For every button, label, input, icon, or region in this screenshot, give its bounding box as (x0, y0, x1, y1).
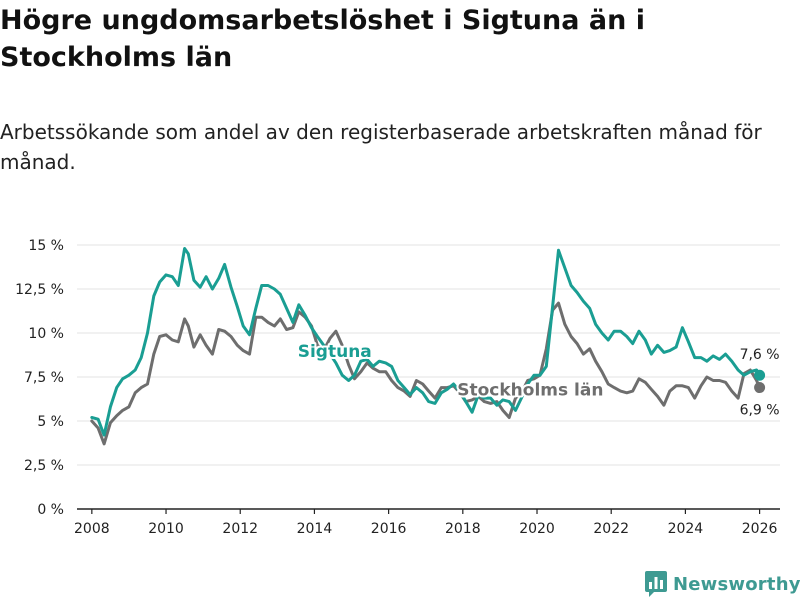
x-tick-label: 2008 (74, 521, 110, 537)
x-tick-label: 2014 (297, 521, 333, 537)
stockholms-lan-line (90, 301, 762, 446)
stockholms-lan-series-label: Stockholms län (457, 380, 603, 400)
y-tick-label: 15 % (28, 238, 64, 254)
x-tick-label: 2016 (371, 521, 407, 537)
y-tick-label: 5 % (37, 414, 64, 430)
brand-name: Newsworthy (673, 573, 800, 595)
y-tick-label: 0 % (37, 502, 64, 518)
x-tick-label: 2018 (445, 521, 481, 537)
sigtuna-end-value-label: 7,6 % (740, 347, 780, 363)
chart-title: Högre ungdomsarbetslöshet i Sigtuna än i… (0, 5, 645, 73)
y-tick-label: 7,5 % (24, 370, 64, 386)
sigtuna-series-label: Sigtuna (298, 342, 372, 362)
x-tick-label: 2012 (222, 521, 258, 537)
x-tick-label: 2010 (148, 521, 184, 537)
x-tick-label: 2024 (668, 521, 704, 537)
newsworthy-logo[interactable]: Newsworthy (645, 569, 800, 599)
chart-subtitle: Arbetssökande som andel av den registerb… (0, 120, 762, 174)
newsworthy-logo-icon (645, 571, 667, 597)
x-tick-label: 2026 (742, 521, 778, 537)
y-tick-label: 10 % (28, 326, 64, 342)
sigtuna-line (90, 247, 762, 437)
x-tick-label: 2020 (519, 521, 555, 537)
x-tick-label: 2022 (593, 521, 629, 537)
stockholms-lan-end-marker (754, 382, 766, 394)
stockholms-lan-end-value-label: 6,9 % (740, 403, 780, 419)
y-tick-label: 12,5 % (15, 282, 64, 298)
y-tick-label: 2,5 % (24, 458, 64, 474)
sigtuna-end-marker (754, 369, 766, 381)
